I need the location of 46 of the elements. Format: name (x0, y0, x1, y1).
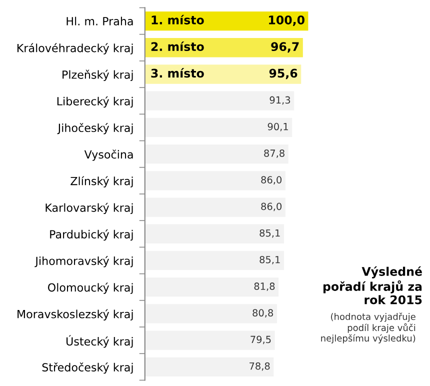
bar (144, 118, 292, 138)
annotation: 2. místo (151, 41, 204, 52)
y-tick-label: Pardubický kraj (50, 229, 133, 241)
y-tick-label: Středočeský kraj (42, 362, 133, 374)
text: (hodnota vyjadřuje podíl kraje vůči nejlepšímu výsledku) (321, 312, 416, 344)
y-tick-label: Královéhradecký kraj (17, 43, 133, 54)
bar (144, 198, 286, 217)
y-tick-label: Moravskoslezský kraj (18, 309, 133, 320)
data-label: 90,1 (268, 122, 288, 132)
data-label: 79,5 (250, 336, 271, 344)
bar (144, 330, 275, 350)
bar (144, 171, 286, 190)
data-label: 91,3 (270, 96, 290, 105)
data-label: 95,6 (269, 68, 298, 80)
bar (144, 278, 279, 297)
data-label: 80,8 (252, 309, 274, 318)
data-label: 86,0 (261, 176, 282, 184)
data-label: 78,8 (250, 362, 270, 371)
annotation: 1. místo (152, 14, 204, 24)
text: Výsledné pořadí krajů za rok 2015 (323, 266, 422, 304)
bar (144, 357, 274, 376)
y-tick-label: Ústecký kraj (66, 335, 133, 348)
y-tick-label: Hl. m. Praha (66, 16, 133, 26)
data-label: 100,0 (269, 16, 304, 26)
bar (144, 64, 302, 84)
annotation: 3. místo (151, 68, 204, 78)
y-tick-label: Plzeňský kraj (62, 70, 133, 81)
bar (144, 304, 277, 324)
data-label: 96,7 (271, 42, 299, 53)
y-tick-label: Karlovarský kraj (46, 202, 133, 214)
data-label: 81,8 (254, 282, 275, 291)
y-tick-label: Liberecký kraj (57, 96, 133, 108)
bar (144, 38, 303, 58)
data-label: 87,8 (264, 150, 284, 158)
bar (144, 144, 288, 164)
y-tick-label: Jihomoravský kraj (34, 256, 133, 268)
bar (144, 91, 294, 110)
data-label: 85,1 (260, 229, 280, 238)
data-label: 86,0 (261, 202, 282, 212)
bar (144, 250, 284, 270)
y-tick-label: Vysočina (84, 150, 133, 161)
y-tick-label: Olomoucký kraj (48, 282, 133, 294)
bar (144, 224, 284, 244)
y-tick-label: Jihočeský kraj (57, 123, 133, 134)
y-tick-label: Zlínský kraj (70, 176, 133, 188)
data-label: 85,1 (260, 256, 280, 264)
